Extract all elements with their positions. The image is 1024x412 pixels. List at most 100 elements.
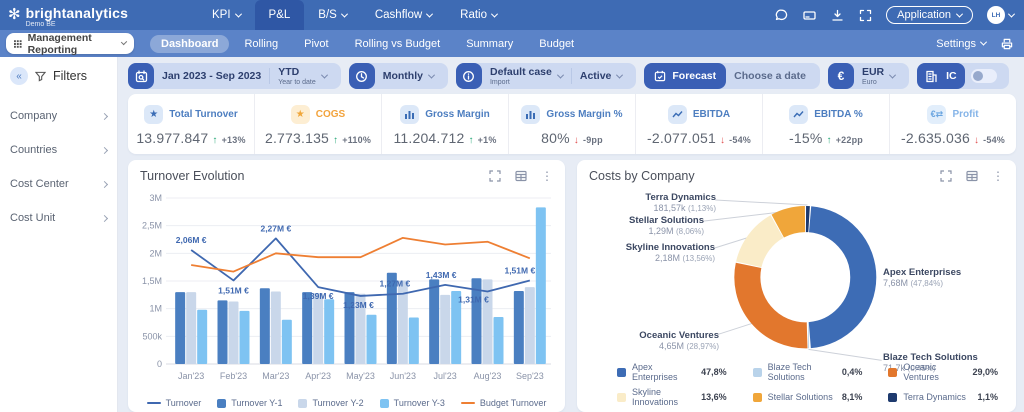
star-icon: ★ <box>144 104 164 124</box>
settings-dropdown[interactable]: Settings <box>936 38 988 50</box>
bar-turnover-y-2[interactable] <box>228 301 239 364</box>
line-budget-turnover[interactable] <box>191 236 531 273</box>
bar-turnover-y-1[interactable] <box>302 292 313 364</box>
donut-slice-oceanic-ventures[interactable] <box>734 262 808 349</box>
tab-rolling-vs-budget[interactable]: Rolling vs Budget <box>354 37 441 50</box>
kpi-card-ebitda: EBITDA % -15% ↑ +22pp <box>763 94 890 154</box>
print-icon[interactable] <box>1000 37 1014 51</box>
bar-turnover-y-1[interactable] <box>386 272 397 364</box>
legend-swatch <box>298 398 308 408</box>
kpi-card-total-turnover: ★ Total Turnover 13.977.847 ↑ +13% <box>128 94 255 154</box>
svg-text:500k: 500k <box>142 331 162 341</box>
chat-icon[interactable] <box>774 8 788 22</box>
bar-turnover-y-1[interactable] <box>513 290 524 364</box>
legend-item-turnover-y-2[interactable]: Turnover Y-2 <box>298 398 364 408</box>
avatar[interactable]: LH <box>987 6 1005 24</box>
bar-turnover-y-2[interactable] <box>397 280 408 364</box>
x-tick: May'23 <box>346 371 375 381</box>
chart-menu-icon[interactable]: ⋮ <box>992 169 1004 183</box>
bar-turnover-y-1[interactable] <box>344 292 355 364</box>
bar-turnover-y-3[interactable] <box>239 310 250 364</box>
bar-turnover-y-1[interactable] <box>429 279 440 364</box>
bar-turnover-y-2[interactable] <box>482 279 493 364</box>
currency-dropdown[interactable]: EUR Euro <box>854 66 903 86</box>
legend-item-oceanic-ventures[interactable]: Oceanic Ventures 29,0% <box>888 362 998 382</box>
bar-turnover-y-1[interactable] <box>217 300 228 364</box>
calendar-search-icon[interactable] <box>128 63 154 89</box>
bar-turnover-y-3[interactable] <box>408 317 419 364</box>
x-tick: Feb'23 <box>220 371 247 381</box>
frequency-dropdown[interactable]: Monthly <box>375 70 442 82</box>
collapse-sidebar-button[interactable]: « <box>10 67 28 85</box>
legend-item-budget-turnover[interactable]: Budget Turnover <box>460 398 546 408</box>
chart-menu-icon[interactable]: ⋮ <box>541 169 553 183</box>
choose-date-button[interactable]: Choose a date <box>734 70 806 82</box>
nav-item-kpi[interactable]: KPI <box>198 0 255 30</box>
period-mode-dropdown[interactable]: YTD Year to date <box>270 66 335 86</box>
bar-turnover-y-1[interactable] <box>175 292 186 364</box>
expand-chart-icon[interactable] <box>940 170 952 182</box>
filter-item-company[interactable]: Company <box>10 99 109 133</box>
costs-donut-chart[interactable] <box>585 192 1008 376</box>
donut-slice-stellar-solutions[interactable] <box>771 206 806 238</box>
bar-turnover-y-2[interactable] <box>313 293 324 364</box>
kpi-label: Profit <box>952 108 979 120</box>
tab-dashboard[interactable]: Dashboard <box>150 34 230 53</box>
table-view-icon[interactable] <box>515 170 527 182</box>
bar-turnover-y-1[interactable] <box>471 278 482 364</box>
nav-item-cashflow[interactable]: Cashflow <box>361 0 446 30</box>
clock-icon[interactable] <box>348 63 375 89</box>
nav-item-p-l[interactable]: P&L <box>254 0 305 30</box>
nav-item-ratio[interactable]: Ratio <box>446 0 511 30</box>
donut-slice-skyline-innovations[interactable] <box>736 215 784 268</box>
bar-turnover-y-3[interactable] <box>493 316 504 364</box>
bar-turnover-y-2[interactable] <box>355 293 366 364</box>
euro-icon[interactable]: € <box>827 63 854 89</box>
user-menu[interactable]: LH <box>987 6 1016 24</box>
legend-item-blaze-tech-solutions[interactable]: Blaze Tech Solutions 0,4% <box>752 362 862 382</box>
bar-turnover-y-3[interactable] <box>324 299 335 364</box>
bar-turnover-y-3[interactable] <box>281 319 292 364</box>
nav-item-b-s[interactable]: B/S <box>304 0 361 30</box>
bar-turnover-y-1[interactable] <box>259 288 270 364</box>
bar-turnover-y-3[interactable] <box>197 309 208 364</box>
date-range-value[interactable]: Jan 2023 - Sep 2023 <box>162 70 262 82</box>
legend-item-turnover-y-3[interactable]: Turnover Y-3 <box>379 398 445 408</box>
info-icon[interactable] <box>455 63 482 89</box>
filter-item-countries[interactable]: Countries <box>10 133 109 167</box>
bar-turnover-y-3[interactable] <box>535 207 546 364</box>
legend-item-terra-dynamics[interactable]: Terra Dynamics 1,1% <box>888 387 998 407</box>
chevron-right-icon <box>100 180 109 188</box>
application-dropdown[interactable]: Application <box>886 6 973 24</box>
status-dropdown[interactable]: Active <box>572 70 631 82</box>
fullscreen-icon[interactable] <box>858 8 872 22</box>
legend-item-apex-enterprises[interactable]: Apex Enterprises 47,8% <box>617 362 727 382</box>
forecast-button[interactable]: Forecast <box>644 63 727 89</box>
tab-pivot[interactable]: Pivot <box>304 37 329 50</box>
bar-turnover-y-2[interactable] <box>524 287 535 364</box>
bar-turnover-y-2[interactable] <box>440 294 451 364</box>
legend-item-stellar-solutions[interactable]: Stellar Solutions 8,1% <box>752 387 862 407</box>
legend-item-turnover[interactable]: Turnover <box>146 398 201 408</box>
bar-turnover-y-3[interactable] <box>366 314 377 364</box>
table-view-icon[interactable] <box>966 170 978 182</box>
workspace-dropdown[interactable]: Management Reporting <box>6 32 134 56</box>
bar-turnover-y-2[interactable] <box>270 291 281 364</box>
case-dropdown[interactable]: Default case Import <box>482 66 571 86</box>
filter-item-cost-center[interactable]: Cost Center <box>10 167 109 201</box>
expand-chart-icon[interactable] <box>489 170 501 182</box>
tab-summary[interactable]: Summary <box>466 37 514 50</box>
filters-sidebar: « Filters Company Countries Cost Center Cos… <box>0 57 118 412</box>
bar-turnover-y-3[interactable] <box>451 290 462 364</box>
bar-turnover-y-2[interactable] <box>186 292 197 364</box>
ic-toggle[interactable] <box>970 69 997 83</box>
donut-slice-apex-enterprises[interactable] <box>808 206 877 349</box>
panel-icon[interactable] <box>802 8 816 22</box>
download-icon[interactable] <box>830 8 844 22</box>
toolbar: Jan 2023 - Sep 2023 YTD Year to date Mont… <box>128 63 1016 89</box>
tab-budget[interactable]: Budget <box>539 37 575 50</box>
filter-item-cost-unit[interactable]: Cost Unit <box>10 201 109 235</box>
tab-rolling[interactable]: Rolling <box>244 37 279 50</box>
legend-item-turnover-y-1[interactable]: Turnover Y-1 <box>217 398 282 408</box>
legend-item-skyline-innovations[interactable]: Skyline Innovations 13,6% <box>617 387 727 407</box>
